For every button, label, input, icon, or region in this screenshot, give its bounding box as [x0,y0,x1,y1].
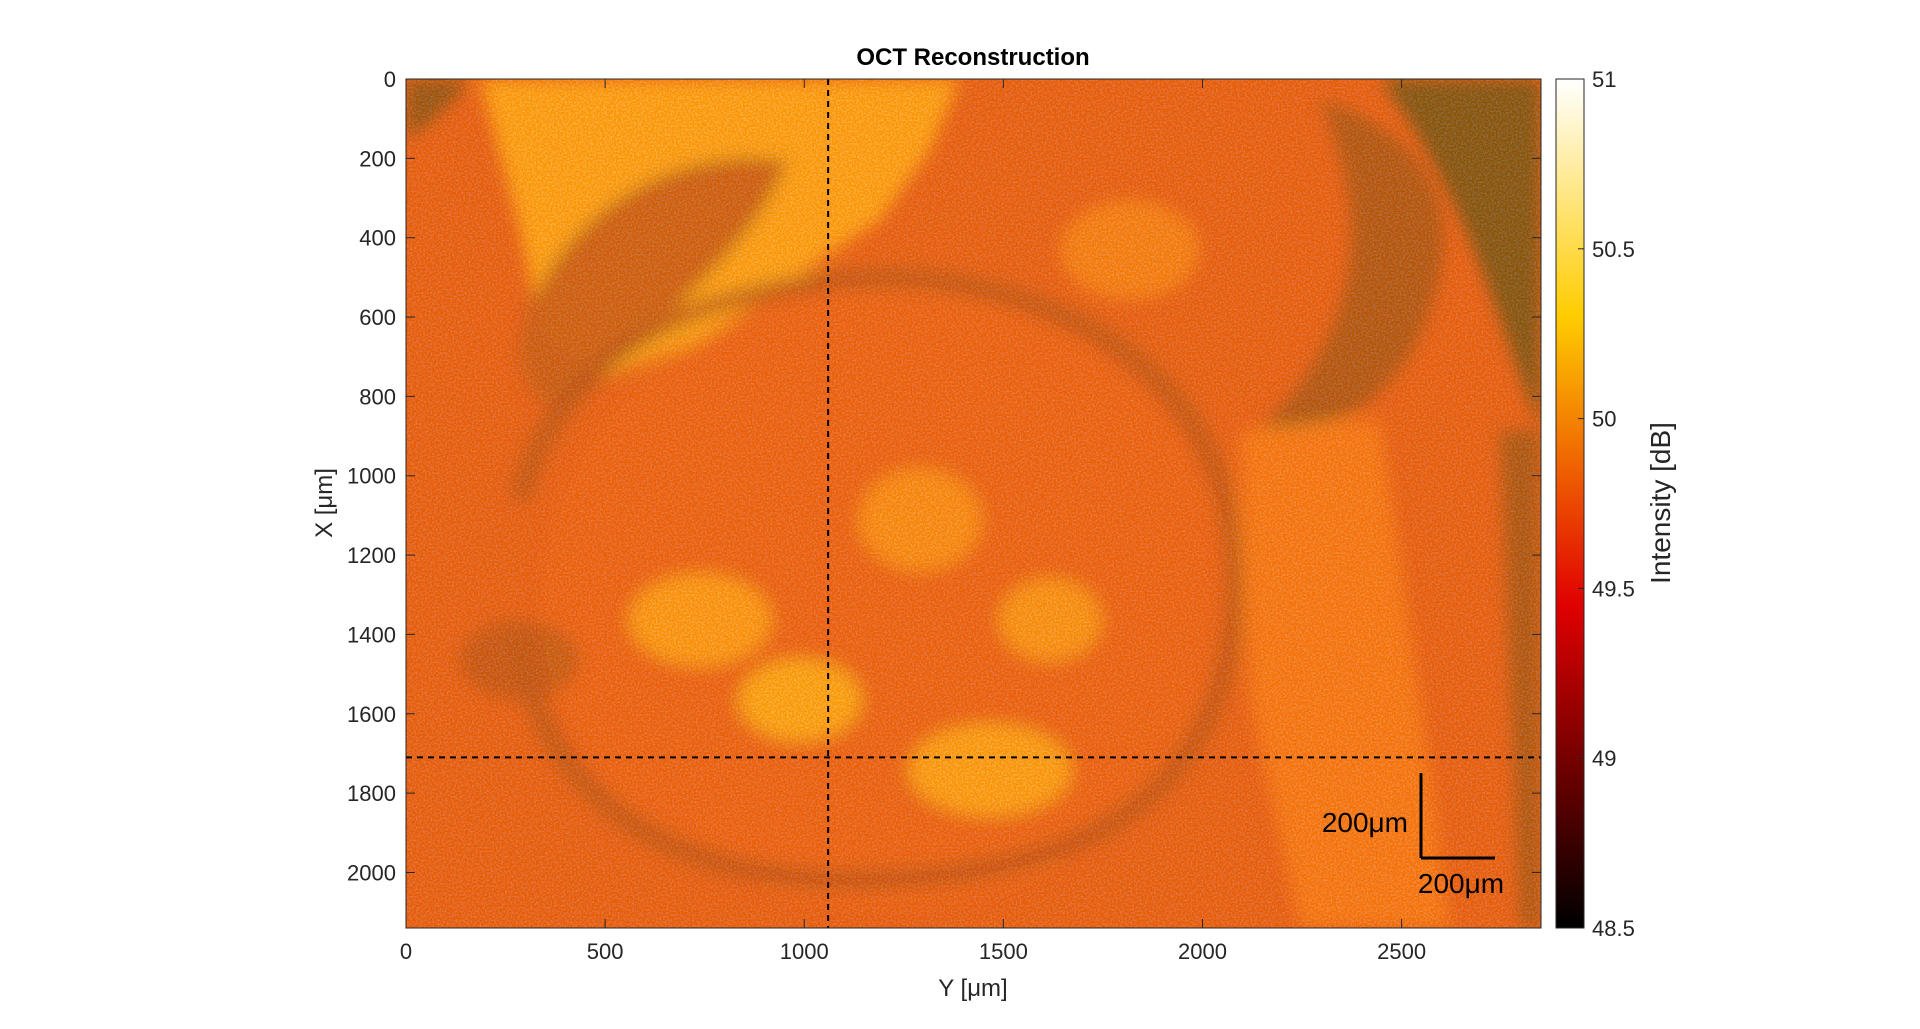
colorbar-tick-label: 51 [1592,67,1616,92]
colorbar: 48.5 49 49.5 50 50.5 51 Intensity [dB] [1555,67,1676,941]
x-tick-label: 500 [587,939,624,964]
x-axis: 0 500 1000 1500 2000 2500 [400,79,1426,964]
colorbar-ticks: 48.5 49 49.5 50 50.5 51 [1578,67,1635,941]
x-tick-label: 2500 [1377,939,1426,964]
scale-bar-horizontal-label: 200μm [1418,868,1504,899]
y-axis: 0 200 400 600 800 1000 1200 1400 1600 1800 2000 [347,67,1541,885]
y-tick-label: 1000 [347,464,396,489]
x-tick-label: 2000 [1178,939,1227,964]
y-tick-label: 2000 [347,860,396,885]
colorbar-gradient [1555,78,1585,929]
y-tick-label: 600 [359,305,396,330]
y-tick-label: 0 [384,67,396,92]
x-tick-label: 1500 [979,939,1028,964]
y-tick-label: 1200 [347,543,396,568]
y-tick-label: 400 [359,226,396,251]
scale-bar: 200μm 200μm [1322,773,1504,899]
y-tick-label: 1400 [347,622,396,647]
chart-title: OCT Reconstruction [856,44,1089,71]
colorbar-tick-label: 50 [1592,407,1616,432]
colorbar-tick-label: 49 [1592,746,1616,771]
y-axis-label: X [μm] [311,468,338,538]
x-tick-label: 1000 [780,939,829,964]
colorbar-tick-label: 48.5 [1592,916,1635,941]
y-tick-label: 200 [359,146,396,171]
y-tick-label: 1800 [347,781,396,806]
y-tick-label: 800 [359,384,396,409]
plot-frame [405,78,1542,929]
colorbar-tick-label: 49.5 [1592,576,1635,601]
colorbar-tick-label: 50.5 [1592,237,1635,262]
x-tick-label: 0 [400,939,412,964]
oct-image [406,79,1541,928]
colorbar-label: Intensity [dB] [1645,422,1676,584]
scale-bar-vertical-label: 200μm [1322,807,1408,838]
x-axis-label: Y [μm] [938,975,1007,1002]
y-tick-label: 1600 [347,702,396,727]
